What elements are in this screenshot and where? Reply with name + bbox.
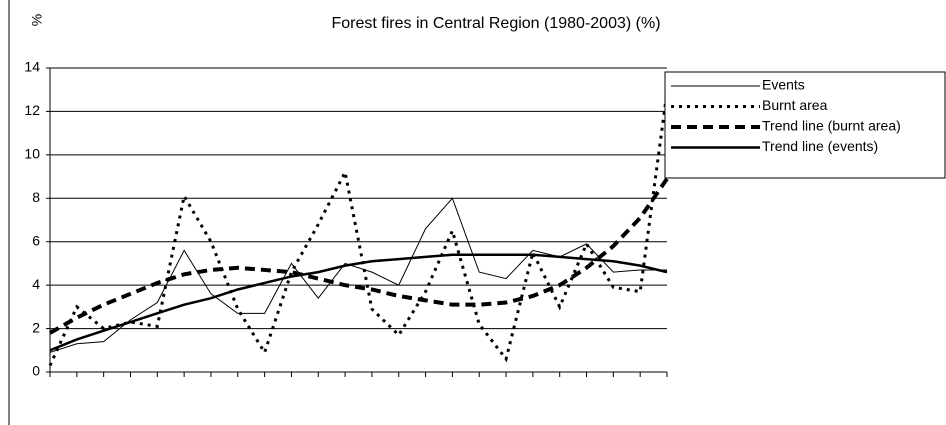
y-tick-label: 8 [32,189,40,205]
chart-title: Forest fires in Central Region (1980-200… [331,15,660,32]
y-tick-label: 10 [24,146,40,162]
y-tick-label: 4 [32,276,40,292]
y-tick-label: 12 [24,102,40,118]
y-tick-label: 14 [24,59,40,75]
series-line [48,91,669,367]
y-tick-label: 6 [32,232,40,248]
y-axis-label: % [29,14,45,26]
legend-label: Trend line (events) [762,138,878,154]
legend-label: Trend line (burnt area) [762,118,901,134]
legend-label: Burnt area [762,97,828,113]
y-tick-label: 2 [32,319,40,335]
series-line [49,197,667,353]
y-tick-label: 0 [32,363,40,379]
legend-label: Events [762,77,805,93]
series-line [49,177,669,335]
series-line [49,253,668,352]
